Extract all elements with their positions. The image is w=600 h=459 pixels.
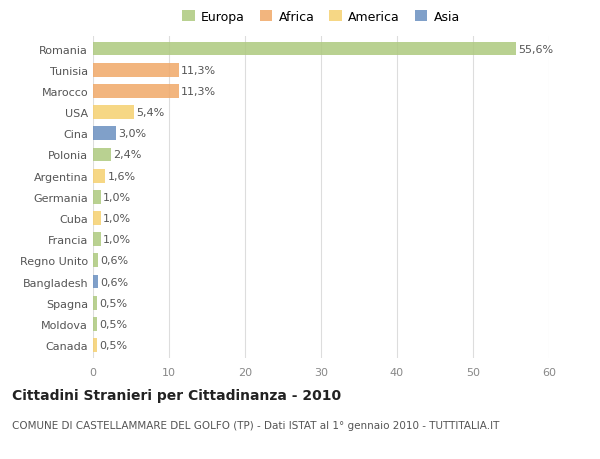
Text: 0,6%: 0,6%	[100, 256, 128, 266]
Text: 1,0%: 1,0%	[103, 192, 131, 202]
Text: 0,5%: 0,5%	[99, 340, 127, 350]
Text: 2,4%: 2,4%	[113, 150, 142, 160]
Text: 55,6%: 55,6%	[518, 45, 553, 55]
Bar	[93, 275, 98, 289]
Bar	[93, 169, 105, 183]
Bar	[93, 64, 179, 78]
Bar	[93, 43, 515, 56]
Bar	[93, 148, 111, 162]
Text: 11,3%: 11,3%	[181, 66, 216, 76]
Text: 1,0%: 1,0%	[103, 213, 131, 224]
Text: 0,6%: 0,6%	[100, 277, 128, 287]
Bar	[93, 190, 101, 204]
Bar	[93, 233, 101, 246]
Text: 1,0%: 1,0%	[103, 235, 131, 245]
Bar	[93, 296, 97, 310]
Text: Cittadini Stranieri per Cittadinanza - 2010: Cittadini Stranieri per Cittadinanza - 2…	[12, 388, 341, 402]
Bar	[93, 127, 116, 141]
Text: 11,3%: 11,3%	[181, 87, 216, 97]
Text: COMUNE DI CASTELLAMMARE DEL GOLFO (TP) - Dati ISTAT al 1° gennaio 2010 - TUTTITA: COMUNE DI CASTELLAMMARE DEL GOLFO (TP) -…	[12, 420, 499, 430]
Text: 5,4%: 5,4%	[136, 108, 164, 118]
Bar	[93, 254, 98, 268]
Bar	[93, 317, 97, 331]
Text: 0,5%: 0,5%	[99, 319, 127, 329]
Text: 0,5%: 0,5%	[99, 298, 127, 308]
Bar	[93, 85, 179, 99]
Bar	[93, 338, 97, 352]
Text: 1,6%: 1,6%	[107, 171, 136, 181]
Text: 3,0%: 3,0%	[118, 129, 146, 139]
Bar	[93, 212, 101, 225]
Legend: Europa, Africa, America, Asia: Europa, Africa, America, Asia	[182, 11, 460, 24]
Bar	[93, 106, 134, 120]
